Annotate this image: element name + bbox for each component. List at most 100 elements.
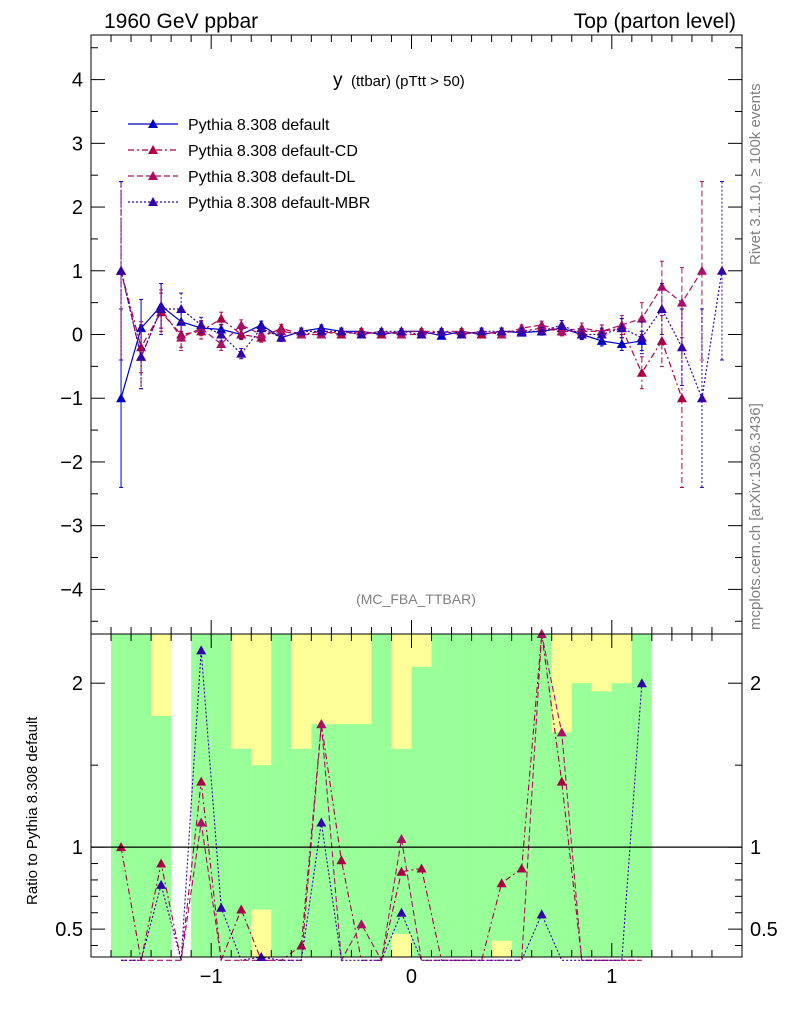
band-green	[611, 683, 632, 957]
data-point	[376, 326, 387, 336]
ytick-label: −1	[60, 388, 83, 410]
ratio-series-group	[116, 629, 647, 963]
ratio-point	[496, 878, 507, 888]
ratio-point	[536, 909, 547, 919]
band-green	[231, 748, 252, 957]
legend-marker	[148, 119, 158, 128]
band-green	[591, 691, 612, 957]
xtick-label: 0	[406, 966, 417, 988]
ratio-point	[396, 833, 407, 843]
data-point	[156, 304, 167, 314]
data-point	[676, 297, 687, 307]
ratio-point	[156, 858, 167, 868]
data-point	[176, 332, 187, 342]
data-point	[716, 265, 727, 275]
data-point	[316, 326, 327, 336]
band-green	[151, 715, 172, 957]
data-point	[216, 339, 227, 349]
band-green	[451, 634, 472, 957]
band-green	[131, 634, 152, 957]
data-point	[116, 265, 127, 275]
data-point	[196, 319, 207, 329]
data-point	[356, 329, 367, 339]
data-point	[236, 348, 247, 358]
header-right-title: Top (parton level)	[574, 10, 736, 33]
series-line	[120, 305, 642, 399]
ratio-point	[636, 678, 647, 688]
ratio-point	[396, 907, 407, 917]
ratio-point	[196, 645, 207, 655]
series-3	[116, 181, 707, 390]
data-point	[676, 393, 687, 403]
series-1	[116, 283, 647, 488]
data-point	[536, 326, 547, 336]
ratio-point	[196, 817, 207, 827]
ratio-point	[556, 727, 567, 737]
data-point	[176, 304, 187, 314]
band-green	[411, 666, 432, 957]
data-point	[636, 367, 647, 377]
data-point	[236, 329, 247, 339]
band-green	[251, 765, 272, 910]
ytick-label: 2	[72, 673, 83, 695]
data-point	[256, 329, 267, 339]
rivet-label: Rivet 3.1.10, ≥ 100k events	[747, 83, 764, 265]
data-point	[256, 323, 267, 333]
ratio-point	[296, 940, 307, 950]
plot-title-main: y	[333, 70, 343, 91]
data-point	[656, 335, 667, 345]
band-green	[491, 634, 512, 941]
ratio-ylabel: Ratio to Pythia 8.308 default	[24, 716, 41, 905]
data-point	[616, 323, 627, 333]
ratio-series-1	[116, 629, 642, 961]
data-point	[396, 326, 407, 336]
ytick-label: 0.5	[55, 919, 83, 941]
data-point	[576, 323, 587, 333]
ratio-point	[156, 879, 167, 889]
data-point	[216, 329, 227, 339]
legend-label: Pythia 8.308 default-CD	[188, 143, 358, 160]
ytick-label: −4	[60, 579, 83, 601]
band-green	[571, 683, 592, 957]
band-green	[511, 634, 532, 957]
data-point	[676, 342, 687, 352]
xtick-label: −1	[200, 966, 223, 988]
ratio-point	[236, 904, 247, 914]
ratio-point	[316, 719, 327, 729]
data-point	[576, 329, 587, 339]
band-green	[331, 724, 352, 957]
series-line	[120, 270, 703, 359]
ratio-point	[516, 863, 527, 873]
ytick-label: 1	[72, 837, 83, 859]
data-point	[556, 319, 567, 329]
mcplots-label: mcplots.cern.ch [arXiv:1306.3436]	[747, 403, 764, 630]
watermark: (MC_FBA_TTBAR)	[356, 591, 476, 607]
band-green	[191, 634, 212, 957]
ytick-label: 3	[72, 133, 83, 155]
xtick-label: 1	[606, 966, 617, 988]
data-point	[696, 265, 707, 275]
band-green	[311, 724, 332, 957]
data-point	[216, 313, 227, 323]
legend-entry: Pythia 8.308 default-MBR	[128, 195, 370, 212]
legend-label: Pythia 8.308 default	[188, 117, 330, 134]
data-point	[116, 393, 127, 403]
ratio-frame	[90, 633, 743, 958]
series-4	[116, 181, 727, 488]
band-green	[291, 748, 312, 957]
band-green	[431, 634, 452, 957]
data-point	[536, 319, 547, 329]
legend-label: Pythia 8.308 default-MBR	[188, 195, 370, 212]
data-point	[696, 393, 707, 403]
ratio-point	[336, 855, 347, 865]
legend-entry: Pythia 8.308 default	[128, 117, 330, 134]
main-axes: 4 3 2 1 0 −1 −2 −3 −4	[60, 34, 743, 635]
data-point	[436, 326, 447, 336]
ratio-axes: −1 0 1 2 2 1 1 0.5 0.5	[55, 633, 778, 988]
ratio-point	[196, 776, 207, 786]
legend: Pythia 8.308 default Pythia 8.308 default…	[128, 117, 370, 212]
data-point	[656, 281, 667, 291]
data-point	[236, 319, 247, 329]
band-green	[371, 634, 392, 957]
ytick-label: 1	[72, 261, 83, 283]
